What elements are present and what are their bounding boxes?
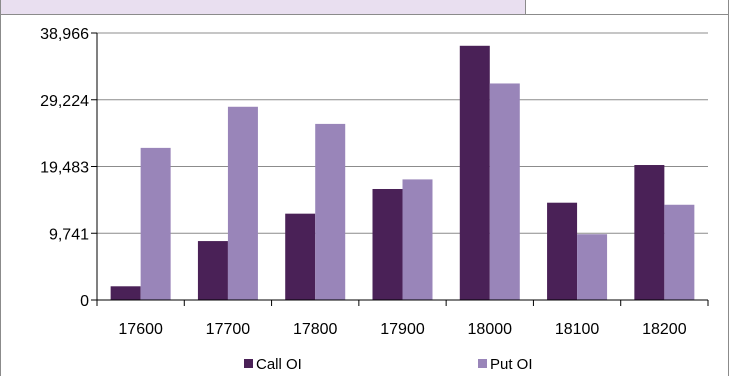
x-tick-label: 18000 [468,321,513,338]
legend-label: Put OI [490,356,533,373]
axes [91,32,709,306]
bar-put-oi [489,83,520,300]
bar-call-oi [110,286,141,300]
x-tick-label: 18200 [642,321,687,338]
bar-call-oi [197,241,228,300]
bar-call-oi [372,188,403,300]
y-tick-label: 38,966 [40,26,89,43]
bar-call-oi [547,202,578,300]
bar-put-oi [664,204,695,300]
bars [110,45,695,300]
legend-swatch [478,359,487,368]
bar-call-oi [634,165,665,300]
bar-put-oi [577,234,608,300]
bar-put-oi [140,147,171,300]
bar-call-oi [285,213,316,300]
x-tick-label: 17700 [206,321,251,338]
bar-put-oi [402,179,433,300]
bar-call-oi [459,45,490,300]
legend-swatch [244,359,253,368]
y-tick-label: 19,483 [40,160,89,177]
legend: Call OI Put OI [244,356,533,373]
x-tick-label: 17800 [293,321,338,338]
bar-put-oi [315,123,346,300]
x-tick-label: 17900 [380,321,425,338]
x-tick-labels: 17600 17700 17800 17900 18000 18100 18200 [118,321,686,338]
header-strip [1,0,526,15]
y-tick-label: 9,741 [49,226,89,243]
legend-label: Call OI [256,356,302,373]
x-tick-label: 17600 [118,321,163,338]
y-tick-label: 29,224 [40,93,89,110]
bar-put-oi [227,106,258,300]
y-tick-labels: 0 9,741 19,483 29,224 38,966 [40,26,89,310]
x-tick-label: 18100 [555,321,600,338]
header-divider [525,14,728,15]
y-tick-label: 0 [80,293,89,310]
